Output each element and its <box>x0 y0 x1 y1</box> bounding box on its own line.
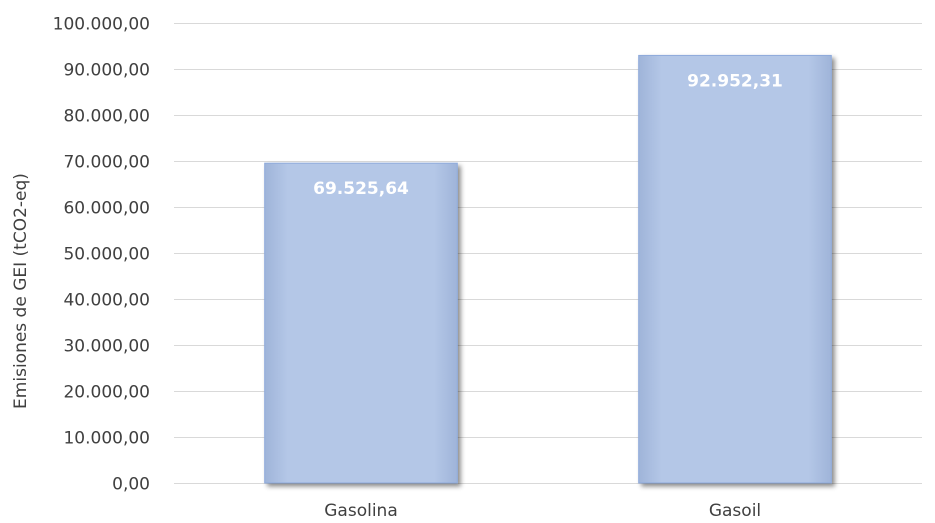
y-tick-label: 40.000,00 <box>63 291 150 311</box>
y-tick-label: 80.000,00 <box>63 107 150 127</box>
x-axis-labels: Gasolina Gasoil <box>324 501 761 521</box>
y-tick-label: 90.000,00 <box>63 61 150 81</box>
x-category-label: Gasolina <box>324 501 398 521</box>
y-tick-label: 30.000,00 <box>63 337 150 357</box>
x-category-label: Gasoil <box>709 501 761 521</box>
y-tick-label: 70.000,00 <box>63 153 150 173</box>
data-label: 69.525,64 <box>313 179 409 199</box>
bar-gasoil <box>638 54 832 484</box>
y-tick-label: 10.000,00 <box>63 429 150 449</box>
y-tick-label: 100.000,00 <box>53 15 150 35</box>
y-tick-label: 60.000,00 <box>63 199 150 219</box>
y-tick-label: 20.000,00 <box>63 383 150 403</box>
y-axis-title: Emisiones de GEI (tCO2-eq) <box>11 173 31 409</box>
y-axis-ticks: 0,00 10.000,00 20.000,00 30.000,00 40.000,00… <box>53 15 150 495</box>
data-label: 92.952,31 <box>687 71 783 91</box>
bar-gasolina <box>264 162 458 484</box>
y-tick-label: 0,00 <box>112 475 150 495</box>
y-tick-label: 50.000,00 <box>63 245 150 265</box>
bars: 69.525,64 92.952,31 <box>264 54 832 484</box>
